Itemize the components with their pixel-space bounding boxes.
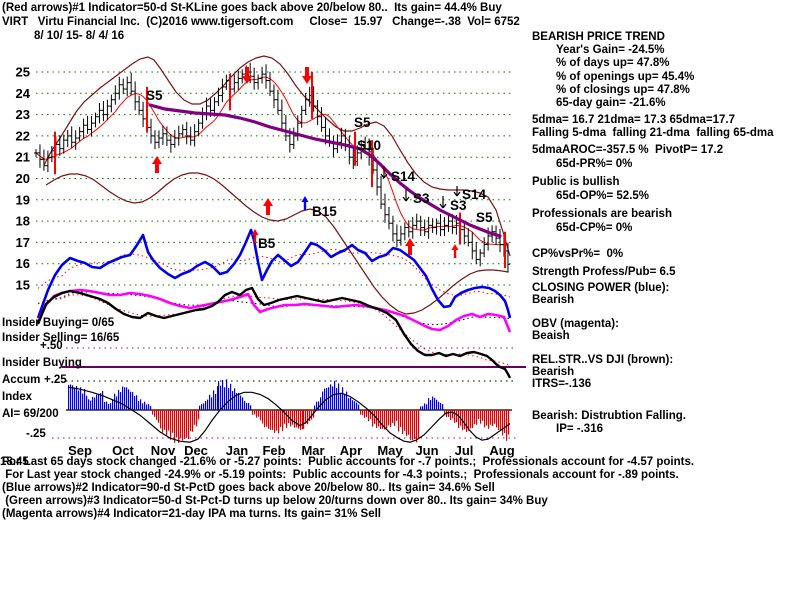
right-panel-line: Year's Gain= -24.5% xyxy=(556,44,665,56)
svg-text:S5: S5 xyxy=(354,115,371,130)
svg-text:19: 19 xyxy=(16,192,30,207)
right-panel-line: % of openings up= 45.4% xyxy=(556,71,695,83)
svg-text:Dec: Dec xyxy=(184,443,208,458)
right-panel-line: 65d-PR%= 0% xyxy=(556,158,633,170)
svg-text:17: 17 xyxy=(16,235,30,250)
svg-text:24: 24 xyxy=(16,86,31,101)
header-indicator-line: (Red arrows)#1 Indicator=50-d St-KLine g… xyxy=(2,2,502,14)
svg-text:16: 16 xyxy=(16,256,30,271)
right-panel-line: CP%vsPr%= 0% xyxy=(532,248,624,260)
left-label: -.25 xyxy=(26,428,46,440)
svg-text:S3: S3 xyxy=(450,198,467,213)
right-panel-line: Bearish xyxy=(532,294,575,306)
left-label: +.50 xyxy=(40,340,63,352)
left-label: +.25 xyxy=(44,374,67,386)
svg-text:23: 23 xyxy=(16,107,30,122)
right-panel-line: 65-day gain= -21.6% xyxy=(556,97,666,109)
svg-text:18: 18 xyxy=(16,214,30,229)
right-panel-line: ITRS=-.136 xyxy=(532,378,592,390)
svg-text:21: 21 xyxy=(16,150,30,165)
svg-text:20: 20 xyxy=(16,171,30,186)
footer-line: (Green arrows)#3 Indicator=50-d St-Pct-D… xyxy=(2,495,548,507)
svg-text:S14: S14 xyxy=(391,169,416,184)
svg-text:May: May xyxy=(377,443,403,458)
right-panel-line: Strength Profess/Pub= 6.5 xyxy=(532,266,676,278)
svg-text:S5: S5 xyxy=(146,88,163,103)
right-panel-line: Falling 5-dma falling 21-dma falling 65-… xyxy=(532,127,774,139)
footer-line: (Blue arrows)#2 Indicator=90-d St-PctD g… xyxy=(2,482,495,494)
left-label: Accum xyxy=(2,374,41,386)
right-panel-line: Beaish xyxy=(532,330,570,342)
right-panel-line: Bearish xyxy=(532,366,575,378)
right-panel-line: CLOSING POWER (blue): xyxy=(532,282,670,294)
svg-text:Jan: Jan xyxy=(226,443,248,458)
right-panel-line: Professionals are bearish xyxy=(532,208,672,220)
svg-text:25: 25 xyxy=(16,65,30,80)
date-range: 8/ 10/ 15- 8/ 4/ 16 xyxy=(34,30,125,42)
right-panel-line: % of days up= 47.8% xyxy=(556,57,670,69)
svg-text:Jun: Jun xyxy=(415,443,438,458)
left-label: Index xyxy=(2,391,33,403)
right-panel-line: REL.STR..VS DJI (brown): xyxy=(532,354,674,366)
right-panel-line: 5dma= 16.7 21dma= 17.3 65dma=17.7 xyxy=(532,114,735,126)
left-label: Insider Buying xyxy=(2,357,82,369)
right-panel-line: 65d-CP%= 0% xyxy=(556,222,633,234)
svg-text:15: 15 xyxy=(16,278,30,293)
svg-text:Nov: Nov xyxy=(151,443,176,458)
svg-text:Apr: Apr xyxy=(340,443,362,458)
svg-text:S14: S14 xyxy=(462,187,487,202)
footer-line: (Magenta arrows)#4 Indicator=21-day IPA … xyxy=(2,508,381,520)
svg-text:Aug: Aug xyxy=(489,443,514,458)
svg-text:Jul: Jul xyxy=(455,443,474,458)
right-panel-line: BEARISH PRICE TREND xyxy=(532,31,665,43)
ticker-title-line: VIRT Virtu Financial Inc. (C)2016 www.ti… xyxy=(2,16,520,28)
svg-text:22: 22 xyxy=(16,128,30,143)
svg-text:S3: S3 xyxy=(413,191,430,206)
svg-text:Feb: Feb xyxy=(262,443,285,458)
svg-text:Mar: Mar xyxy=(301,443,324,458)
right-panel-line: 5dmaAROC=-357.5 % PivotP= 17.2 xyxy=(532,144,724,156)
footer-line: For Last 65 days stock changed -21.6% or… xyxy=(2,456,695,468)
right-panel-line: OBV (magenta): xyxy=(532,318,619,330)
svg-text:Sep: Sep xyxy=(68,443,92,458)
right-panel-line: 65d-OP%= 52.5% xyxy=(556,190,650,202)
left-label: Insider Buying= 0/65 xyxy=(2,317,115,329)
svg-text:Oct: Oct xyxy=(112,443,134,458)
right-panel-line: % of closings up= 47.8% xyxy=(556,84,690,96)
svg-text:S10: S10 xyxy=(357,138,381,153)
left-label: AI= 69/200 xyxy=(2,408,59,420)
right-panel-line: IP= -.316 xyxy=(556,423,603,435)
svg-text:S5: S5 xyxy=(476,210,493,225)
left-label: Insider Selling= 16/65 xyxy=(2,332,120,344)
svg-text:B15: B15 xyxy=(312,204,337,219)
right-panel-line: Bearish: Distrubtion Falling. xyxy=(532,410,686,422)
right-panel-line: Public is bullish xyxy=(532,176,620,188)
svg-text:B5: B5 xyxy=(258,236,276,251)
footer-line: For Last year stock changed -24.9% or -5… xyxy=(2,469,679,481)
footer-overlay-value: 18.45 xyxy=(0,456,29,468)
